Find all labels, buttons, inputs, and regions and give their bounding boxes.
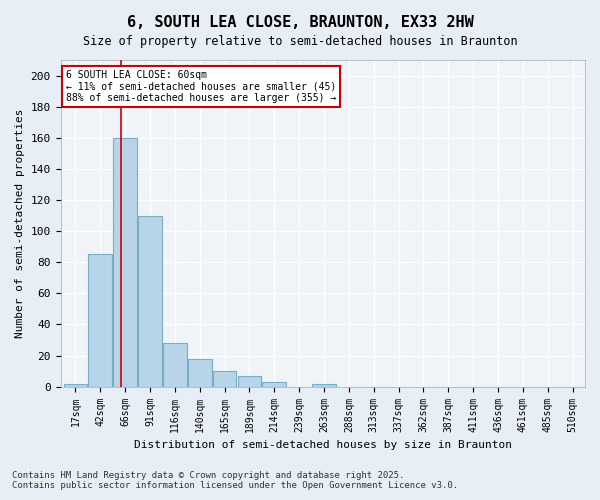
Bar: [312, 384, 336, 386]
Bar: [213, 371, 236, 386]
Text: 6, SOUTH LEA CLOSE, BRAUNTON, EX33 2HW: 6, SOUTH LEA CLOSE, BRAUNTON, EX33 2HW: [127, 15, 473, 30]
Bar: [113, 138, 137, 386]
Text: 6 SOUTH LEA CLOSE: 60sqm
← 11% of semi-detached houses are smaller (45)
88% of s: 6 SOUTH LEA CLOSE: 60sqm ← 11% of semi-d…: [66, 70, 336, 103]
Bar: [88, 254, 112, 386]
Bar: [188, 358, 212, 386]
Bar: [64, 384, 87, 386]
Bar: [262, 382, 286, 386]
Bar: [238, 376, 261, 386]
Text: Size of property relative to semi-detached houses in Braunton: Size of property relative to semi-detach…: [83, 35, 517, 48]
Bar: [138, 216, 162, 386]
Bar: [163, 343, 187, 386]
Y-axis label: Number of semi-detached properties: Number of semi-detached properties: [15, 108, 25, 338]
X-axis label: Distribution of semi-detached houses by size in Braunton: Distribution of semi-detached houses by …: [134, 440, 512, 450]
Text: Contains HM Land Registry data © Crown copyright and database right 2025.
Contai: Contains HM Land Registry data © Crown c…: [12, 470, 458, 490]
